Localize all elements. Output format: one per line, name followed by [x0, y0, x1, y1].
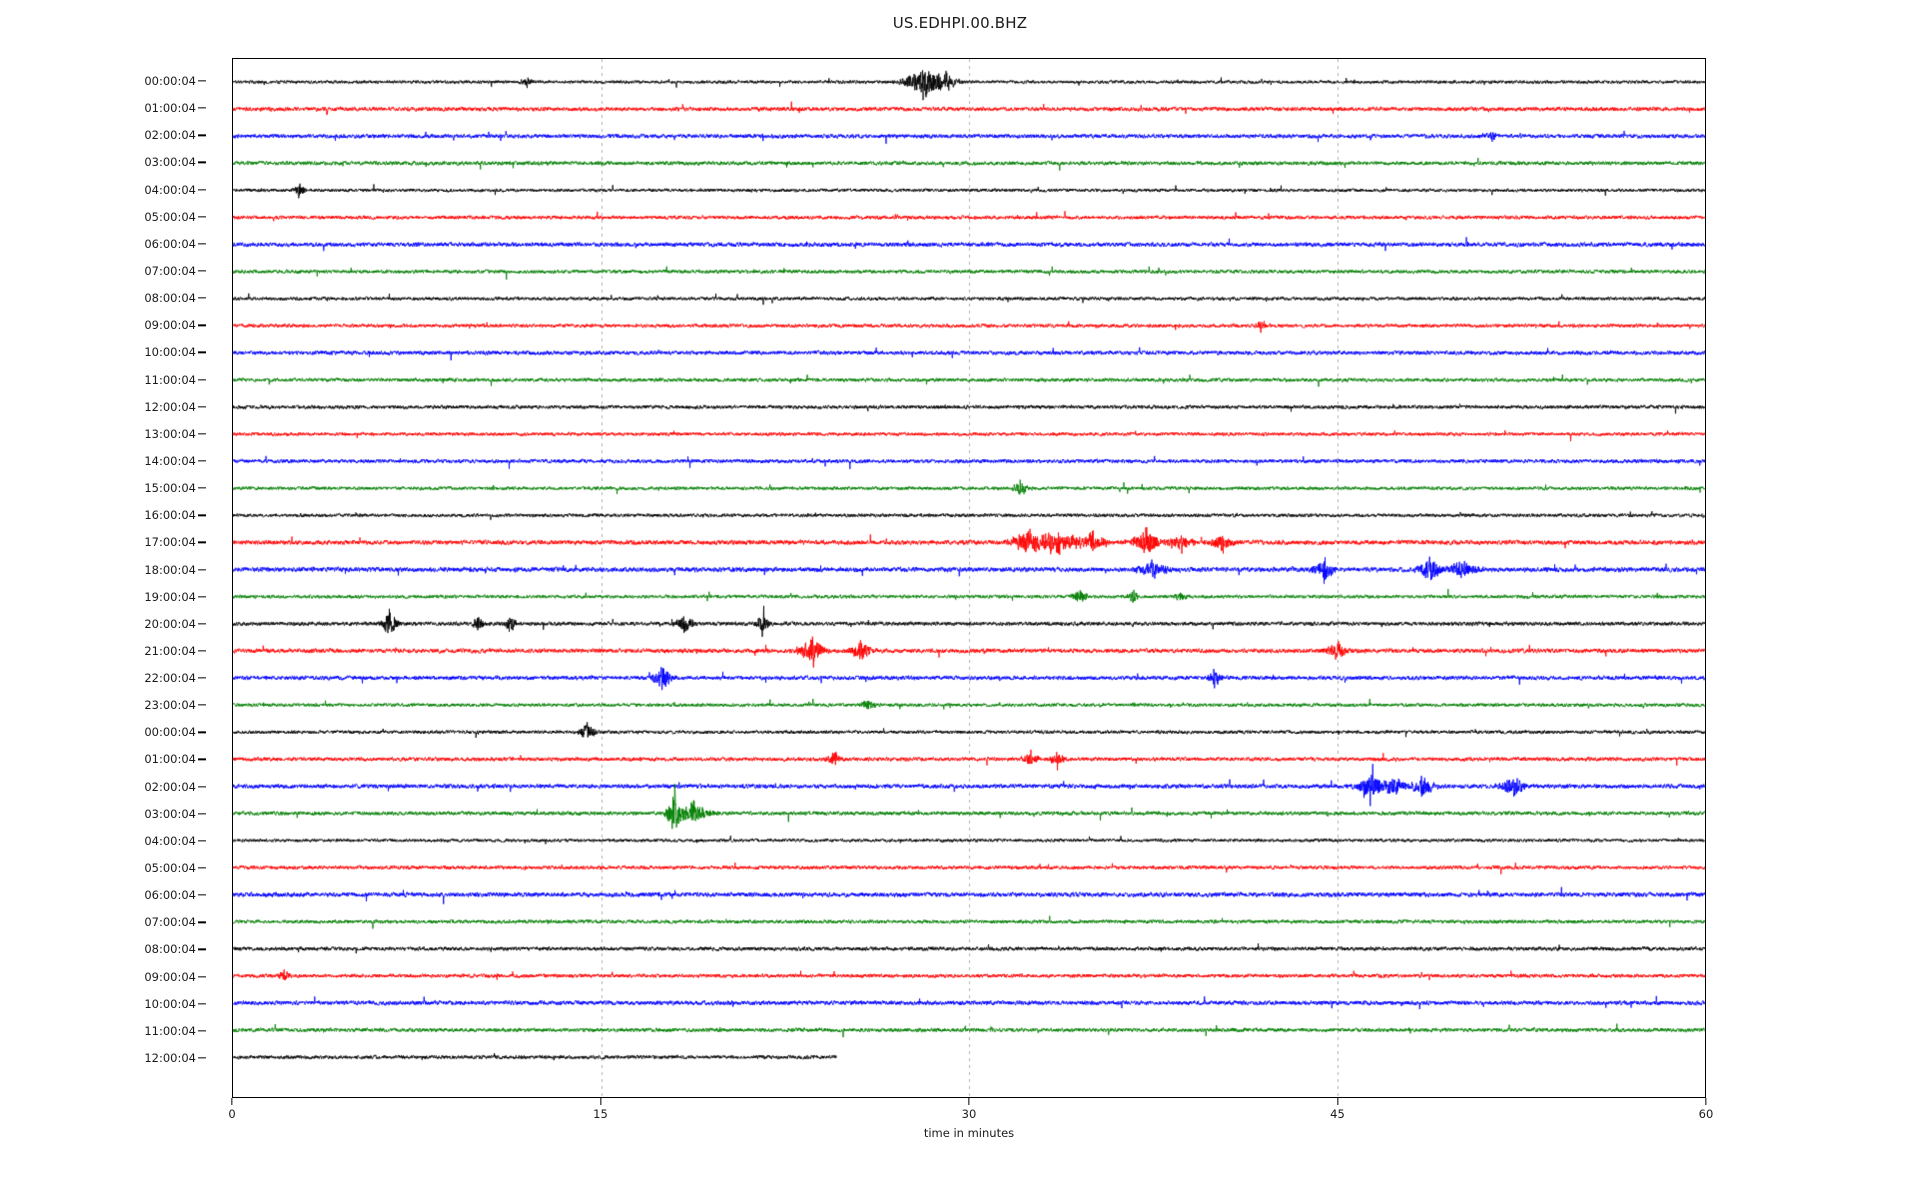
y-axis-tick-label: 14:00:04 [144, 453, 196, 468]
y-axis-tick-label: 04:00:04 [144, 182, 196, 197]
y-axis-tick-label: 12:00:04 [144, 1051, 196, 1065]
y-axis-tick-mark [198, 704, 206, 706]
y-axis-tick-mark [198, 1057, 206, 1059]
y-axis-tick-mark [198, 785, 206, 788]
y-axis-tick-mark [198, 975, 206, 978]
y-axis-tick-mark [198, 324, 206, 326]
y-axis-tick-mark [198, 894, 206, 896]
y-axis-tick-label: 09:00:04 [144, 318, 196, 333]
y-axis-tick-label: 13:00:04 [144, 426, 196, 441]
y-axis-tick-label: 08:00:04 [144, 942, 196, 957]
y-axis-tick-label: 23:00:04 [144, 698, 196, 713]
y-axis-tick-mark [198, 107, 206, 109]
y-axis-tick-label: 10:00:04 [144, 996, 196, 1011]
y-axis-tick-label: 18:00:04 [144, 562, 196, 577]
y-axis-tick-label: 21:00:04 [144, 643, 196, 658]
y-axis-tick-mark [198, 80, 206, 82]
y-axis-tick-mark [198, 297, 206, 299]
y-axis-tick-mark [198, 813, 206, 815]
y-axis-tick-label: 15:00:04 [144, 481, 196, 496]
y-axis-tick-label: 11:00:04 [144, 1023, 196, 1038]
y-axis-tick-label: 17:00:04 [144, 535, 196, 550]
y-axis-tick-label: 06:00:04 [144, 888, 196, 903]
y-axis-tick-mark [198, 378, 206, 381]
y-axis-tick-label: 12:00:04 [144, 399, 196, 414]
plot-area [232, 58, 1706, 1098]
y-axis-tick-label: 03:00:04 [144, 155, 196, 170]
y-axis-tick-mark [198, 758, 206, 761]
y-axis-tick-label: 19:00:04 [144, 589, 196, 604]
y-axis-tick-mark [198, 921, 206, 923]
x-axis-tick-mark [599, 1098, 602, 1105]
y-axis-tick-label: 05:00:04 [144, 861, 196, 876]
y-axis-tick-label: 08:00:04 [144, 291, 196, 306]
y-axis-tick-label: 22:00:04 [144, 671, 196, 686]
y-axis-tick-mark [198, 623, 206, 625]
y-axis-tick-label: 02:00:04 [144, 128, 196, 143]
y-axis-tick-mark [198, 677, 206, 679]
x-axis-tick-labels: 0 15 30 45 60 [228, 1098, 1713, 1138]
page-title: US.EDHPI.00.BHZ [892, 14, 1028, 32]
y-axis-tick-mark [198, 731, 206, 733]
y-axis-tick-mark [198, 1003, 206, 1005]
y-axis-tick-label: 04:00:04 [144, 833, 196, 848]
x-axis-tick-mark [968, 1098, 970, 1105]
y-axis-tick-mark [198, 351, 206, 354]
y-axis-tick-label: 11:00:04 [144, 372, 196, 387]
y-axis-tick-label: 16:00:04 [144, 508, 196, 523]
y-axis-tick-label: 00:00:04 [144, 74, 196, 88]
y-axis-tick-label: 02:00:04 [144, 779, 196, 794]
y-axis-tick-mark [198, 650, 206, 652]
y-axis-tick-label: 07:00:04 [144, 263, 196, 278]
y-axis-tick-label: 03:00:04 [144, 806, 196, 821]
y-axis-tick-label: 01:00:04 [144, 101, 196, 116]
y-axis-tick-mark [198, 541, 206, 544]
x-axis-tick-label: 0 [228, 1107, 236, 1121]
seismogram-traces-canvas [233, 59, 1705, 1097]
y-axis-tick-mark [198, 840, 206, 842]
y-axis-tick-mark [198, 1030, 206, 1032]
y-axis-tick-mark [198, 243, 206, 245]
x-axis-title: time in minutes [923, 1126, 1015, 1140]
y-axis-tick-mark [198, 595, 206, 598]
x-axis-tick-label: 15 [593, 1107, 608, 1121]
y-axis-tick-mark [198, 460, 206, 462]
x-axis-tick-label: 60 [1698, 1107, 1714, 1121]
y-axis-tick-mark [198, 161, 206, 164]
y-axis-tick-mark [198, 568, 206, 571]
x-axis-tick-mark [231, 1098, 233, 1105]
x-axis-tick-label: 45 [1330, 1107, 1345, 1121]
y-axis-tick-label: 10:00:04 [144, 345, 196, 360]
y-axis-tick-mark [198, 188, 206, 191]
y-axis-tick-label: 07:00:04 [144, 915, 196, 930]
y-axis-tick-label: 00:00:04 [144, 725, 196, 740]
x-axis-tick-mark [1705, 1098, 1707, 1105]
y-axis-tick-label: 01:00:04 [144, 752, 196, 767]
y-axis-tick-mark [198, 433, 206, 435]
x-axis-tick-label: 30 [961, 1107, 977, 1121]
y-axis-tick-label: 05:00:04 [144, 209, 196, 224]
y-axis-tick-labels: 00:00:04 01:00:04 02:00:04 03:00:04 04:00:04… [0, 58, 232, 1098]
y-axis-tick-label: 06:00:04 [144, 236, 196, 251]
y-axis-tick-label: 09:00:04 [144, 969, 196, 984]
y-axis-tick-mark [198, 216, 206, 218]
y-axis-tick-label: 20:00:04 [144, 616, 196, 631]
y-axis-tick-mark [198, 487, 206, 489]
y-axis-tick-mark [198, 406, 206, 408]
x-axis-tick-mark [1336, 1098, 1339, 1105]
y-axis-tick-mark [198, 867, 206, 869]
y-axis-tick-mark [198, 514, 206, 516]
y-axis-tick-mark [198, 134, 206, 136]
y-axis-tick-mark [198, 948, 206, 951]
y-axis-tick-mark [198, 270, 206, 272]
